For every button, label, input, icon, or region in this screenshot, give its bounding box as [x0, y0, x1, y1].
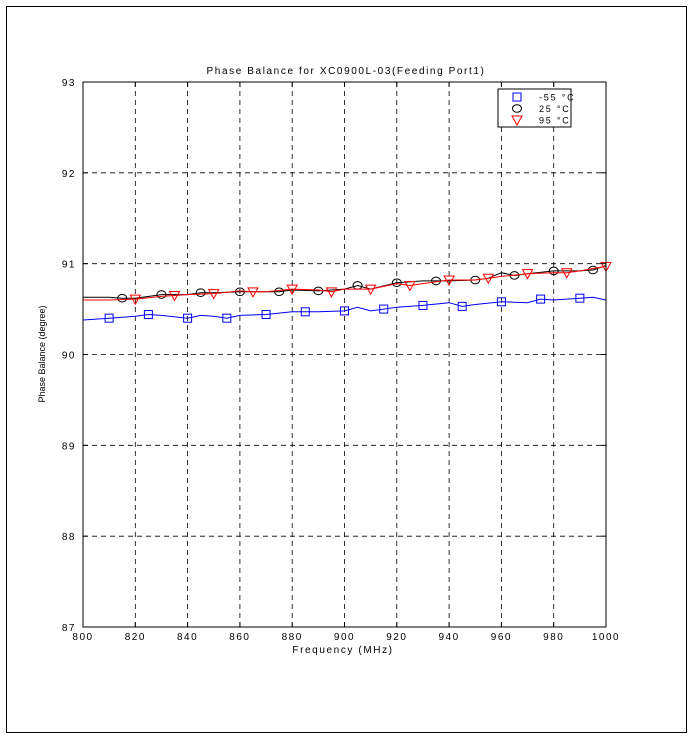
data-point-marker	[143, 310, 153, 320]
series-line	[82, 296, 607, 321]
data-point-marker	[391, 278, 402, 288]
axis-ticks: 800 820 840 860 880 900 920 940 960 980 1000 87 88 89…	[62, 78, 620, 643]
data-point-marker	[587, 265, 598, 275]
data-point-marker	[195, 288, 206, 298]
data-point-marker	[286, 284, 299, 296]
data-point-marker	[168, 290, 181, 302]
y-tick-label: 87	[62, 623, 76, 634]
x-tick-label: 940	[439, 632, 460, 643]
x-tick-label: 820	[125, 632, 146, 643]
data-point-marker	[404, 280, 416, 292]
data-point-marker	[104, 313, 114, 323]
data-point-marker	[364, 284, 377, 296]
data-point-marker	[457, 301, 467, 311]
chart-title: Phase Balance for XC0900L-03(Feeding Por…	[207, 66, 486, 77]
x-tick-label: 800	[72, 632, 93, 643]
legend-marker	[511, 115, 523, 127]
data-point-marker	[521, 269, 534, 280]
figure-frame	[6, 6, 687, 733]
data-point-marker	[300, 307, 310, 317]
x-tick-label: 1000	[592, 632, 620, 643]
x-tick-label: 960	[491, 632, 512, 643]
data-point-marker	[560, 268, 573, 279]
data-point-marker	[496, 297, 506, 307]
data-point-marker	[156, 290, 167, 299]
y-tick-label: 93	[62, 78, 76, 89]
x-axis-label: Frequency (MHz)	[292, 645, 393, 656]
x-tick-label: 880	[282, 632, 303, 643]
y-tick-label: 88	[62, 532, 76, 543]
data-point-marker	[443, 275, 455, 287]
grid	[83, 82, 606, 627]
y-tick-label: 91	[62, 260, 76, 271]
x-tick-label: 920	[386, 632, 407, 643]
y-tick-label: 89	[62, 441, 76, 452]
data-point-marker	[207, 289, 220, 300]
data-point-marker	[575, 293, 585, 303]
data-point-marker	[247, 287, 259, 298]
legend-label: 25 °C	[539, 104, 571, 114]
data-point-marker	[379, 304, 389, 314]
data-point-marker	[340, 306, 349, 316]
data-point-marker	[129, 294, 142, 306]
legend: -55 °C25 °C 95 °C	[497, 88, 575, 128]
series-1	[82, 293, 607, 323]
x-tick-label: 980	[543, 632, 564, 643]
legend-box	[497, 88, 572, 128]
series-line	[83, 265, 607, 301]
data-point-marker	[117, 293, 128, 303]
data-point-marker	[274, 287, 285, 297]
y-tick-label: 90	[62, 351, 76, 362]
legend-marker	[512, 104, 522, 113]
data-point-marker	[418, 300, 428, 310]
data-point-marker	[183, 313, 193, 323]
x-tick-label: 840	[177, 632, 198, 643]
legend-label: 95 °C	[539, 116, 571, 126]
legend-marker	[512, 92, 522, 102]
data-point-marker	[325, 287, 338, 298]
data-point-marker	[482, 273, 495, 285]
data-point-marker	[261, 310, 271, 320]
data-point-marker	[222, 313, 232, 323]
y-tick-label: 92	[62, 169, 76, 180]
data-point-marker	[536, 294, 546, 304]
series-group	[82, 261, 612, 323]
x-tick-label: 900	[334, 632, 355, 643]
x-tick-label: 860	[229, 632, 250, 643]
series-3	[83, 261, 612, 306]
legend-label: -55 °C	[539, 93, 575, 103]
y-axis-label: Phase Balance (degree)	[37, 305, 47, 402]
data-point-marker	[548, 266, 559, 276]
